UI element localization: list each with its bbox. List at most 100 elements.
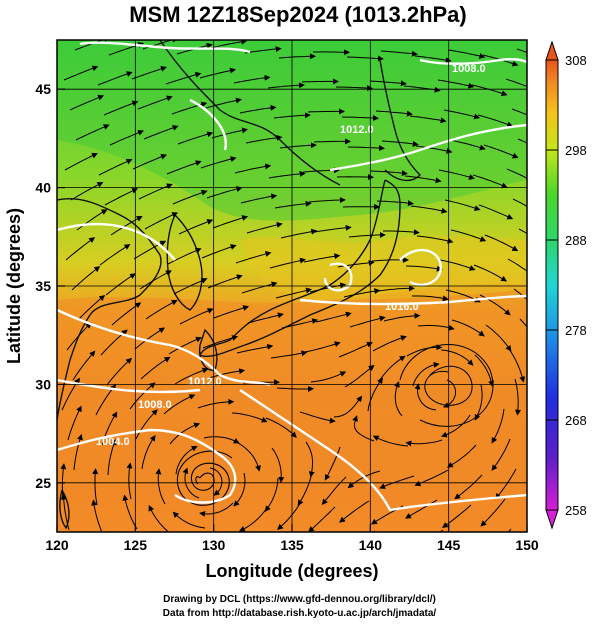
streamline (231, 412, 268, 423)
streamline (75, 124, 110, 141)
streamline (235, 251, 272, 264)
streamline (281, 318, 319, 329)
streamline (103, 100, 139, 116)
streamline (335, 85, 373, 92)
streamline (491, 408, 505, 444)
streamline (506, 168, 527, 179)
y-tick-label: 45 (35, 81, 51, 97)
streamline (321, 476, 347, 505)
streamline (66, 322, 92, 351)
streamline (179, 308, 214, 325)
streamline (199, 502, 234, 517)
streamline (264, 477, 279, 512)
streamline (443, 109, 481, 120)
streamline (202, 335, 239, 349)
streamline (205, 97, 242, 109)
streamline (383, 229, 420, 236)
streamline (206, 186, 243, 199)
streamline (404, 175, 442, 184)
streamline (491, 438, 511, 471)
streamline (275, 287, 312, 299)
streamline (210, 40, 248, 49)
streamline (155, 468, 166, 505)
streamline (315, 311, 352, 323)
colorbar-tick-label: 278 (565, 323, 587, 338)
isobar-line (57, 222, 176, 261)
streamline (301, 78, 339, 85)
streamline (143, 125, 179, 140)
y-tick-label: 35 (35, 278, 51, 294)
streamline (341, 115, 379, 122)
streamline (67, 405, 82, 441)
streamline (381, 140, 419, 147)
streamline (371, 256, 409, 263)
streamline (477, 114, 514, 128)
streamline (304, 341, 341, 353)
isobar-labels: 1008.0 1012.0 1016.0 1008.0 1004.0 1012.… (96, 63, 486, 448)
streamline (439, 259, 476, 271)
streamline (383, 312, 421, 322)
streamline (233, 472, 246, 507)
streamline (441, 504, 472, 528)
isobar-label: 1012.0 (340, 124, 374, 136)
streamline (126, 462, 133, 500)
streamline (446, 444, 477, 468)
streamline (449, 139, 486, 151)
streamline (370, 170, 408, 177)
streamline (132, 153, 168, 170)
streamline (324, 446, 341, 481)
streamline (73, 433, 83, 471)
isobar-line (57, 428, 237, 504)
streamline (178, 219, 214, 235)
streamline (518, 228, 527, 234)
streamline (212, 215, 249, 229)
isobar-line (419, 57, 527, 65)
streamline (507, 528, 512, 532)
colorbar-tick-label: 308 (565, 53, 587, 68)
streamline (474, 354, 495, 387)
streamline (412, 295, 449, 302)
streamline (376, 200, 414, 207)
china-coast (57, 198, 162, 421)
streamline (414, 383, 437, 411)
streamline (76, 209, 108, 231)
streamline (65, 237, 96, 261)
streamline (274, 200, 312, 209)
streamline (437, 79, 475, 89)
colorbar-tick-label: 288 (565, 233, 587, 248)
streamline (172, 189, 208, 205)
streamline (236, 343, 274, 354)
streamline (122, 494, 138, 530)
streamline (367, 377, 383, 412)
streamline (213, 305, 250, 319)
streamline (110, 215, 143, 236)
streamline (440, 349, 474, 366)
streamline (144, 212, 179, 230)
streamline (514, 378, 521, 416)
y-axis-ticks: 25 30 35 40 45 (35, 81, 65, 491)
streamline (519, 318, 527, 328)
streamline (511, 108, 527, 116)
isobar-line (79, 41, 251, 54)
y-tick-label: 25 (35, 475, 51, 491)
mild-region (240, 236, 527, 300)
isobar-label: 1016.0 (385, 301, 419, 313)
streamline (137, 95, 173, 110)
colorbar-tick-label: 268 (565, 413, 587, 428)
streamline (412, 361, 440, 387)
streamline (485, 324, 512, 352)
streamline (406, 344, 443, 357)
streamline (346, 55, 384, 62)
isobar-line (57, 378, 201, 394)
streamline (495, 468, 517, 500)
streamline (244, 46, 282, 54)
streamline (338, 341, 373, 358)
streamline (344, 364, 375, 388)
streamline (109, 129, 145, 146)
x-tick-label: 120 (45, 537, 69, 553)
streamline (379, 475, 415, 489)
streamline (165, 71, 202, 85)
colorbar-ticks: 308 298 288 278 268 258 (546, 53, 587, 518)
streamline (131, 65, 167, 80)
